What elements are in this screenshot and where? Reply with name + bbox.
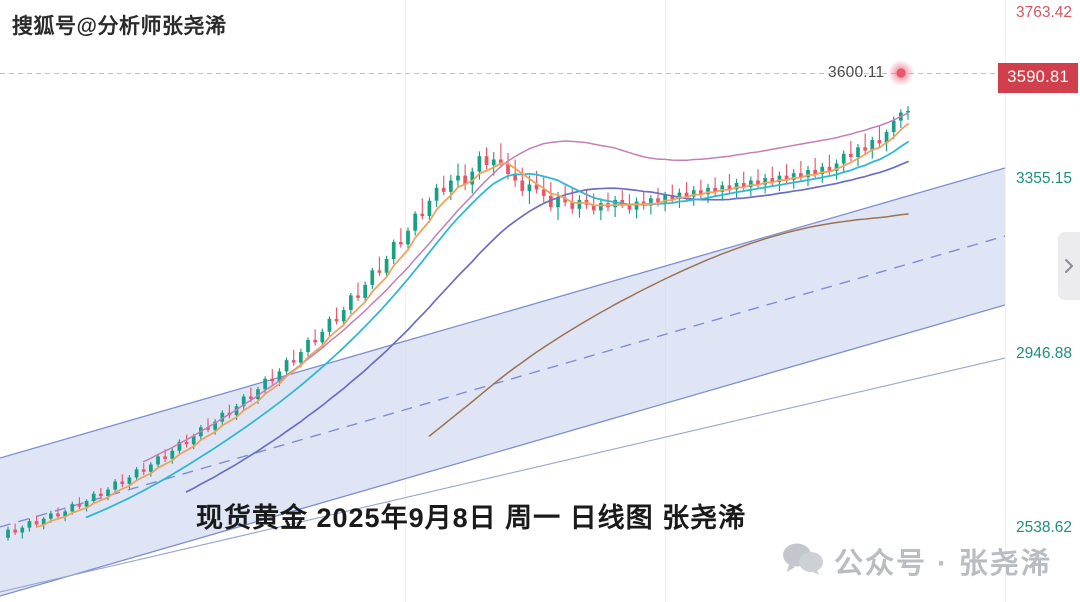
ma-cyan-line — [85, 140, 909, 519]
axis-badge-last-price[interactable]: 3590.81 — [998, 63, 1078, 93]
ma-orange-line — [35, 122, 909, 528]
ma-magenta-line — [142, 112, 909, 463]
watermark-bottom-right: 公众号 · 张尧浠 — [782, 540, 1052, 582]
ascending-channel — [0, 167, 1005, 597]
lower-parallel-line — [0, 357, 1005, 593]
axis-label-3355: 3355.15 — [1015, 170, 1072, 187]
axis-label-2538: 2538.62 — [1015, 519, 1072, 536]
axis-label-2946: 2946.88 — [1015, 345, 1072, 362]
ma-purple-line — [185, 160, 909, 493]
ma-brown-line — [428, 213, 909, 437]
last-price-marker — [888, 60, 914, 86]
watermark-top-left: 搜狐号@分析师张尧浠 — [12, 15, 227, 38]
last-price-annotation: 3600.11 — [828, 64, 885, 81]
axis-label-resistance: 3763.42 — [1015, 4, 1072, 21]
channel-median-line — [0, 235, 1005, 528]
moving-average-lines — [35, 112, 909, 528]
watermark-bottom-text: 公众号 · 张尧浠 — [834, 548, 1052, 580]
chevron-right-icon — [1064, 258, 1074, 274]
candlestick-series[interactable] — [6, 106, 910, 541]
chart-caption: 现货黄金 2025年9月8日 周一 日线图 张尧浠 — [196, 503, 747, 533]
expand-panel-button[interactable] — [1058, 232, 1080, 300]
wechat-icon — [782, 542, 824, 581]
